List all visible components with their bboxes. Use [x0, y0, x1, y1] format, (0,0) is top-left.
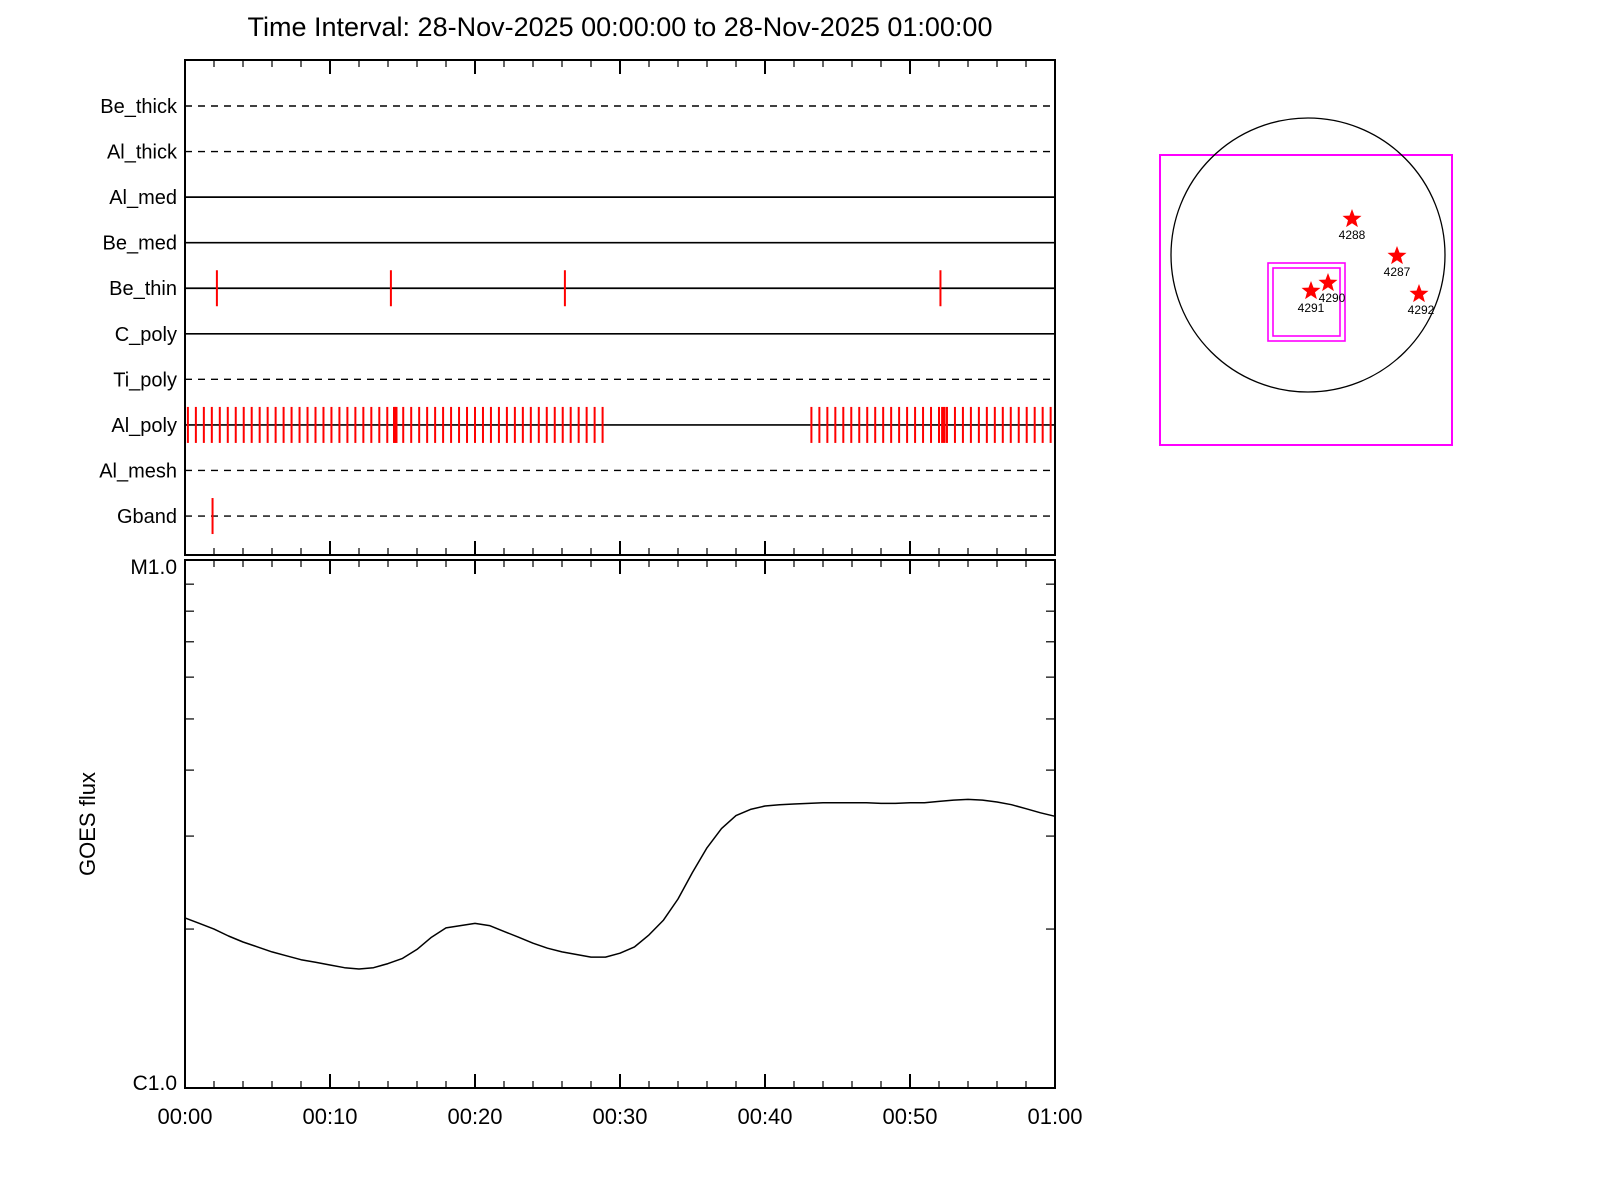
goes-flux-curve	[184, 798, 1056, 970]
fov-inner-box	[1267, 262, 1346, 342]
goes-x-tick-label: 00:50	[882, 1104, 937, 1129]
filter-row-label: Al_mesh	[99, 460, 177, 482]
fov-inner-box	[1272, 267, 1341, 337]
goes-x-tick-label: 01:00	[1027, 1104, 1082, 1129]
active-region-star	[1301, 281, 1321, 300]
goes-ylabel: GOES flux	[75, 772, 100, 876]
filter-row-label: Gband	[117, 506, 177, 528]
filter-row-label: Be_med	[103, 233, 178, 255]
goes-panel: C1.0 M1.0 00:00 00:10 00:20 00:30 00:40 00:50 01…	[75, 556, 1083, 1129]
filter-row-label: Al_med	[109, 187, 177, 209]
goes-x-tick-label: 00:20	[447, 1104, 502, 1129]
goes-border	[184, 559, 1056, 1089]
timeline-panel: Be_thick Al_thick Al_med Be_med Be_thin C_pol…	[99, 59, 1056, 556]
goes-x-tick-label: 00:40	[737, 1104, 792, 1129]
filter-row-label: Be_thin	[109, 278, 177, 300]
filter-row-label: Al_thick	[107, 142, 178, 164]
filter-row-label: Al_poly	[111, 415, 177, 437]
active-region-label: 4291	[1298, 301, 1325, 315]
goes-y-tick-label: M1.0	[130, 556, 177, 579]
filter-row-label: Be_thick	[100, 96, 178, 118]
filter-row-label: Ti_poly	[113, 369, 177, 391]
plot-title: Time Interval: 28-Nov-2025 00:00:00 to 2…	[247, 12, 993, 42]
active-region-star	[1387, 246, 1407, 265]
active-region-star	[1409, 284, 1429, 303]
filter-row-label: C_poly	[115, 324, 177, 346]
fov-outer-box	[1159, 154, 1453, 446]
active-region-label: 4287	[1384, 265, 1411, 279]
goes-y-tick-label: C1.0	[133, 1072, 177, 1095]
active-region-label: 4292	[1408, 303, 1435, 317]
solar-limb-circle	[1170, 117, 1446, 393]
timeline-border	[184, 59, 1056, 556]
goes-x-tick-label: 00:30	[592, 1104, 647, 1129]
active-region-label: 4290	[1319, 291, 1346, 305]
active-region-star	[1342, 209, 1362, 228]
goes-x-tick-label: 00:00	[157, 1104, 212, 1129]
active-region-star	[1318, 273, 1338, 292]
goes-x-tick-label: 00:10	[302, 1104, 357, 1129]
active-region-label: 4288	[1339, 228, 1366, 242]
